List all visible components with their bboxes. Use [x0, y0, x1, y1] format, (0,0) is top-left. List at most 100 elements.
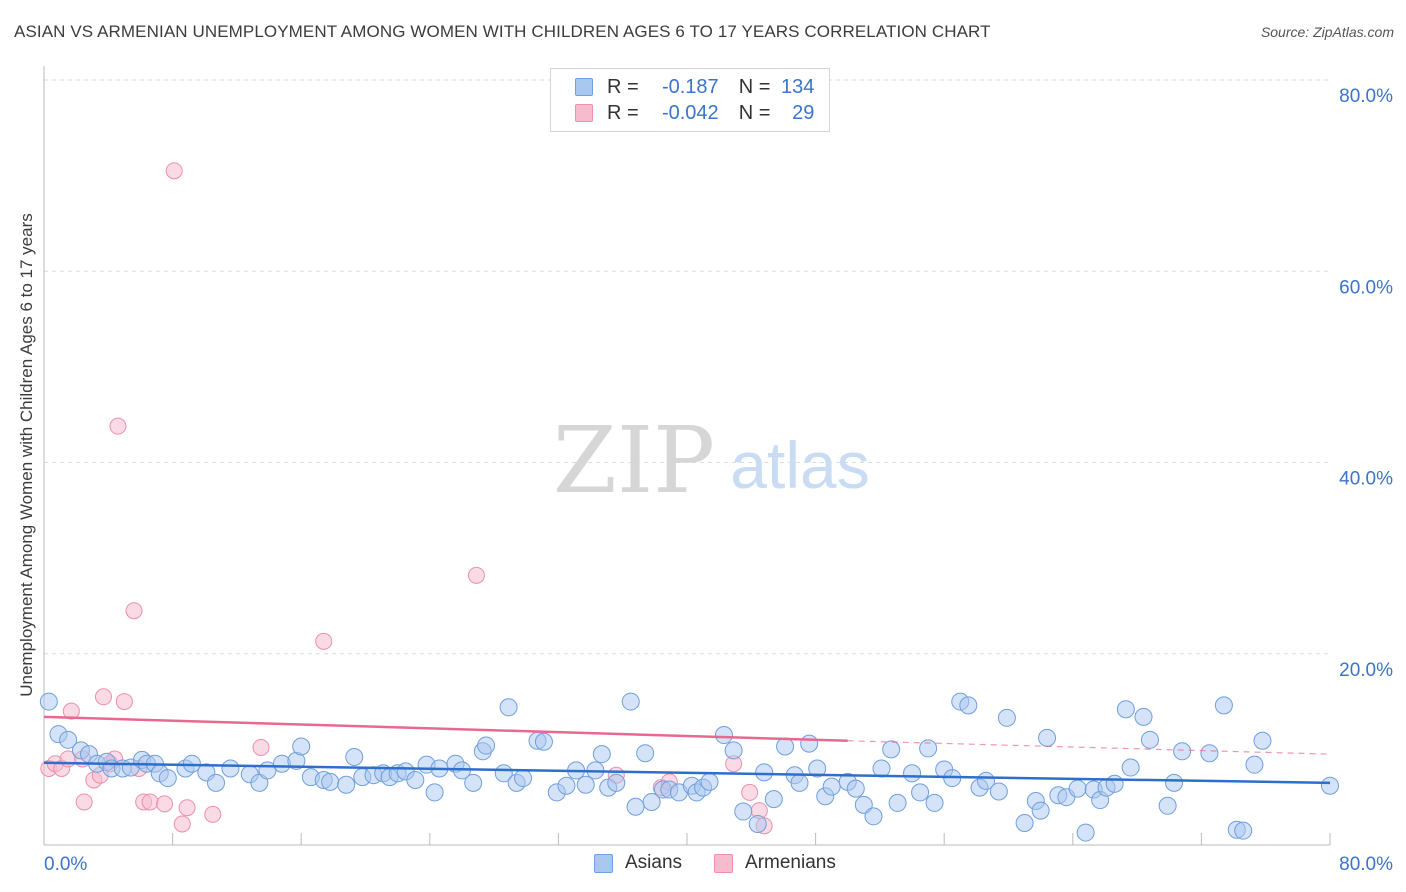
armenian-point — [173, 815, 191, 833]
series-legend: Asians Armenians — [594, 852, 868, 874]
asian-point — [903, 764, 922, 783]
asian-point — [576, 775, 595, 794]
asian-point — [1076, 823, 1095, 842]
asian-point — [919, 739, 938, 758]
asians-n-value: 134 — [781, 75, 815, 98]
asian-point — [292, 737, 311, 756]
armenian-point — [178, 799, 196, 817]
legend-row-armenians: R = -0.042 N = 29 — [575, 101, 814, 125]
asian-point — [1105, 774, 1124, 793]
legend-item-armenians[interactable]: Armenians — [714, 852, 836, 874]
grid-layer — [44, 79, 1330, 655]
asians-r-value: -0.187 — [661, 75, 719, 98]
n-label: N = — [738, 101, 771, 124]
armenian-point — [156, 795, 174, 813]
asian-point — [1015, 814, 1034, 833]
asian-point — [425, 783, 444, 802]
y-tick-label: 60.0% — [1339, 277, 1393, 298]
y-tick-label: 80.0% — [1339, 86, 1393, 107]
armenian-point — [94, 688, 112, 706]
asian-point — [1200, 744, 1219, 763]
asian-point — [1253, 731, 1272, 750]
asian-point — [642, 792, 661, 811]
asians-trend-line — [43, 761, 1331, 785]
asian-point — [59, 730, 78, 749]
asian-point — [700, 772, 719, 791]
x-tick-label-max: 80.0% — [1339, 854, 1393, 875]
asian-point — [776, 737, 795, 756]
asian-point — [626, 797, 645, 816]
asian-point — [997, 708, 1016, 727]
asian-point — [790, 773, 809, 792]
armenians-r-value: -0.042 — [661, 101, 719, 124]
watermark-zip: ZIP — [553, 407, 715, 514]
asian-point — [959, 696, 978, 715]
r-label: R = — [607, 75, 639, 98]
asians-legend-swatch — [594, 853, 613, 873]
asian-point — [872, 759, 891, 778]
source-label: Source: ZipAtlas.com — [1260, 24, 1394, 40]
armenian-point — [252, 738, 270, 756]
y-tick-label: 20.0% — [1339, 660, 1393, 681]
armenian-point — [165, 162, 183, 180]
r-label: R = — [607, 101, 639, 124]
asian-point — [1245, 755, 1264, 774]
asian-point — [1038, 728, 1057, 747]
asian-point — [1214, 696, 1233, 715]
tick-labels: 20.0% 40.0% 60.0% 80.0% 0.0% 80.0% — [44, 86, 1393, 875]
asian-point — [607, 773, 626, 792]
asian-point — [514, 769, 533, 788]
asian-point — [925, 793, 944, 812]
asian-point — [854, 795, 873, 814]
armenian-point — [62, 702, 80, 720]
asian-point — [808, 759, 827, 778]
watermark-atlas: atlas — [730, 428, 869, 502]
axis-layer — [43, 66, 1331, 846]
asian-point — [207, 773, 226, 792]
asian-point — [911, 783, 930, 802]
asian-point — [1140, 730, 1159, 749]
armenian-point — [141, 793, 159, 811]
asian-point — [882, 740, 901, 759]
legend-row-asians: R = -0.187 N = 134 — [575, 75, 814, 99]
asian-point — [39, 692, 58, 711]
armenians-trend-line — [43, 715, 848, 743]
asian-point — [345, 748, 364, 767]
correlation-legend: R = -0.187 N = 134 R = -0.042 N = 29 — [550, 68, 830, 132]
armenian-point — [741, 783, 759, 801]
armenians-trend-extension — [847, 740, 1331, 755]
asian-point — [221, 759, 240, 778]
trend-lines — [43, 715, 1331, 785]
armenian-point — [75, 793, 93, 811]
armenian-point — [467, 566, 485, 584]
asian-point — [1165, 773, 1184, 792]
asian-points — [39, 692, 1339, 842]
legend-item-asians[interactable]: Asians — [594, 852, 682, 874]
armenians-legend-label: Armenians — [745, 852, 836, 873]
armenian-point — [204, 805, 222, 823]
armenians-n-value: 29 — [792, 101, 815, 124]
asian-point — [321, 772, 340, 791]
asian-point — [734, 802, 753, 821]
asian-point — [846, 779, 865, 798]
asian-point — [888, 793, 907, 812]
asian-point — [636, 744, 655, 763]
asian-point — [592, 745, 611, 764]
asian-point — [822, 777, 841, 796]
armenian-point — [125, 602, 143, 620]
armenians-swatch — [575, 104, 593, 122]
asian-point — [557, 776, 576, 795]
asian-point — [748, 814, 767, 833]
asian-point — [534, 732, 553, 751]
x-tick-label-min: 0.0% — [44, 854, 87, 875]
asian-point — [800, 734, 819, 753]
asian-point — [864, 807, 883, 826]
asians-legend-label: Asians — [625, 852, 683, 873]
asian-point — [464, 773, 483, 792]
watermark: ZIP atlas — [553, 407, 870, 514]
asian-point — [1031, 801, 1050, 820]
armenian-point — [115, 693, 133, 711]
asian-point — [406, 770, 425, 789]
asian-point — [1116, 700, 1135, 719]
